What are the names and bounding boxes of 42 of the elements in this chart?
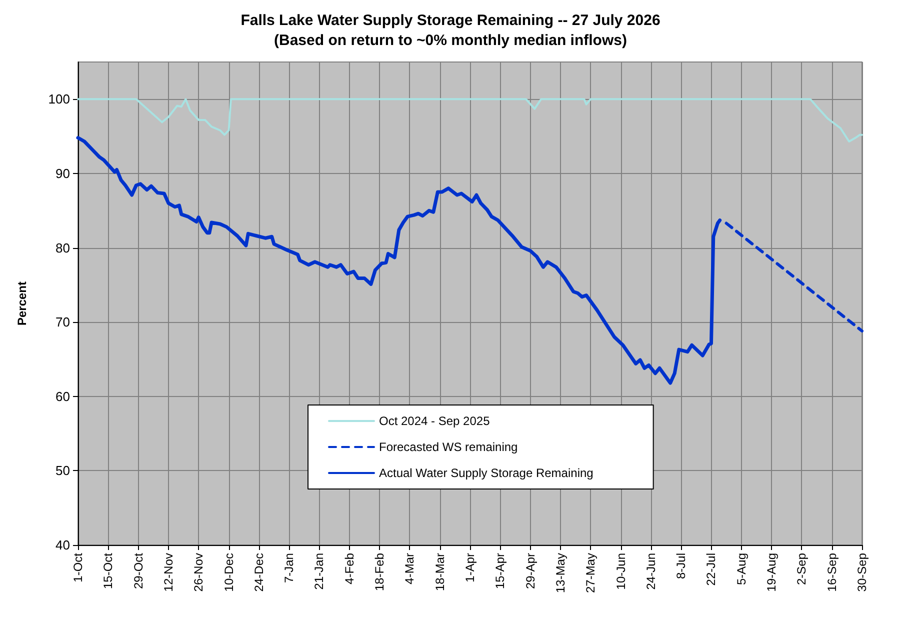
y-tick-label: 40 [56,538,70,552]
x-tick-label: 10-Jun [614,553,628,590]
legend-label: Forecasted WS remaining [379,440,518,454]
x-tick-label: 4-Mar [402,553,417,584]
chart-subtitle: (Based on return to ~0% monthly median inflows) [274,32,627,49]
y-tick-label: 100 [48,92,70,107]
y-tick-label: 80 [56,240,70,256]
x-tick-label: 15-Apr [493,553,508,590]
x-tick-label: 1-Apr [463,552,477,582]
x-tick-label: 24-Jun [644,553,658,590]
x-tick-label: 21-Jan [312,553,326,590]
y-tick-label: 90 [56,166,70,181]
y-tick-label: 50 [56,463,70,478]
x-tick-label: 12-Nov [161,553,176,592]
x-tick-label: 19-Aug [764,553,779,592]
x-tick-label: 26-Nov [192,553,206,592]
x-tick-label: 29-Apr [523,553,538,590]
x-tick-label: 30-Sep [855,552,869,592]
x-tick-label: 27-May [584,553,598,594]
x-tick-label: 5-Aug [734,553,748,586]
y-axis-title: Percent [15,281,29,326]
x-tick-label: 15-Oct [101,552,116,590]
x-tick-label: 13-May [553,553,568,594]
y-tick-label: 60 [56,388,70,404]
legend-label: Oct 2024 - Sep 2025 [379,414,490,428]
x-tick-label: 10-Dec [222,553,236,592]
line-series [76,136,722,385]
x-tick-label: 24-Dec [252,553,266,592]
y-tick-label: 70 [56,314,70,330]
x-tick-label: 22-Jul [704,553,718,586]
x-tick-label: 7-Jan [282,553,296,584]
x-tick-label: 2-Sep [794,552,809,586]
chart-title: Falls Lake Water Supply Storage Remaining -- 27 July 2026 [240,12,660,29]
x-tick-label: 16-Sep [824,552,839,592]
x-tick-label: 1-Oct [71,552,85,582]
legend-label: Actual Water Supply Storage Remaining [379,466,594,480]
x-tick-label: 29-Oct [131,552,146,590]
x-tick-label: 8-Jul [674,553,688,580]
line-series [77,98,863,143]
x-tick-label: 18-Feb [372,552,387,592]
x-tick-label: 18-Mar [432,553,447,592]
x-tick-label: 4-Feb [342,552,356,584]
